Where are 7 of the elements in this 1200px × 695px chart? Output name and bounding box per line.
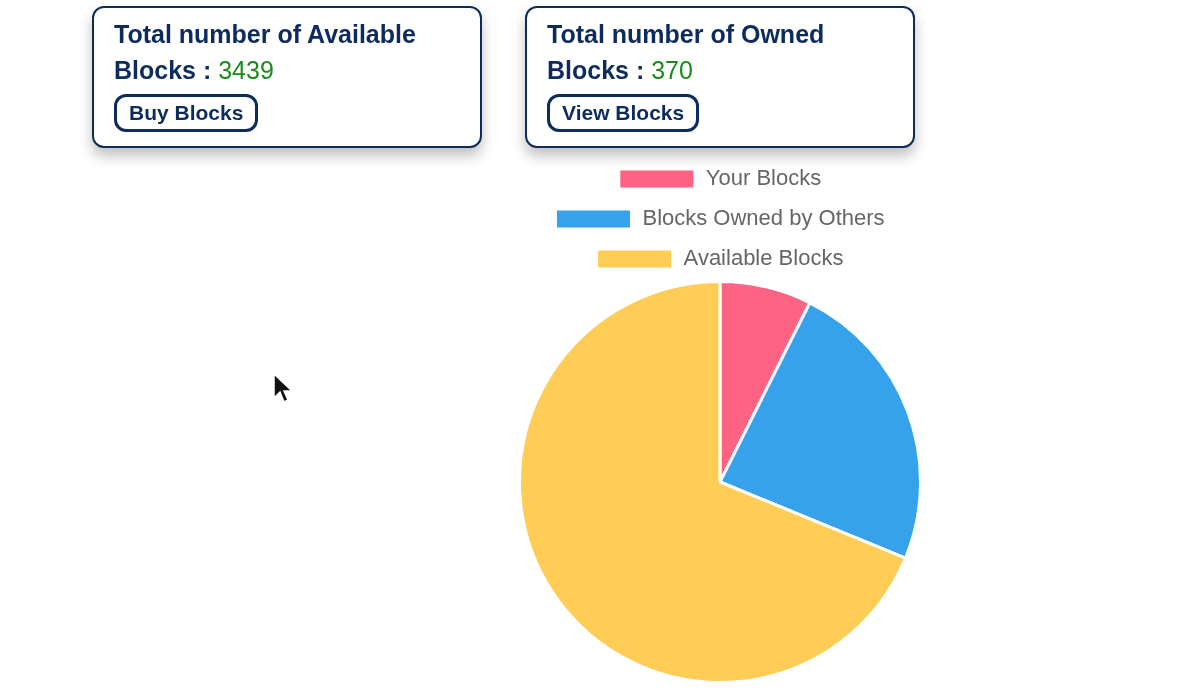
text: View Blocks <box>547 94 700 132</box>
text: 370 <box>651 56 693 84</box>
text: 3439 <box>218 56 274 84</box>
legend-label: Blocks Owned by Others <box>642 205 885 231</box>
text: Buy Blocks <box>114 94 259 132</box>
legend-label: Available Blocks <box>683 245 844 271</box>
legend-label: Your Blocks <box>705 165 822 191</box>
